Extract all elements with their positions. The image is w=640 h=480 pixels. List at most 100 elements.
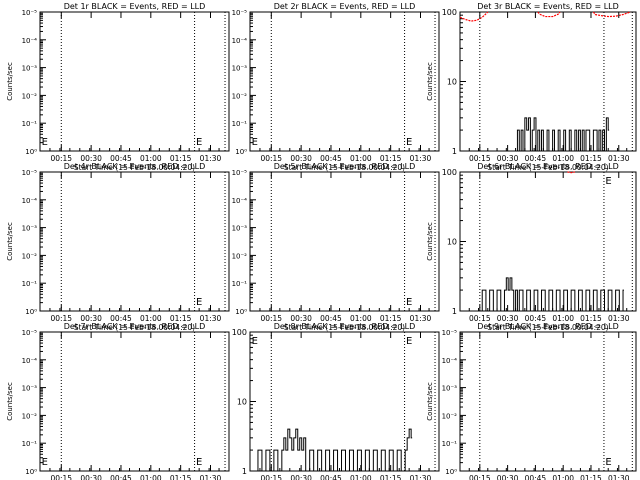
y-tick-label: 10⁻³ — [22, 65, 38, 73]
y-tick-label: 10⁻³ — [232, 65, 248, 73]
x-tick-label: 01:30 — [410, 314, 432, 323]
x-tick-label: 00:15 — [260, 474, 282, 480]
x-tick-label: 00:45 — [320, 314, 342, 323]
y-axis-label: Counts/sec — [6, 222, 14, 261]
x-tick-label: 00:45 — [110, 314, 132, 323]
x-tick-label: 00:30 — [290, 474, 312, 480]
x-tick-label: 01:00 — [140, 314, 162, 323]
panel-2: Det 2r BLACK = Events, RED = LLD 10⁰ 10⁻¹ 1… — [232, 2, 440, 172]
x-tick-label: 00:45 — [320, 154, 342, 163]
x-tick-label: 01:00 — [350, 314, 372, 323]
y-tick-label: 1 — [242, 467, 247, 476]
x-tick-label: 00:30 — [80, 154, 102, 163]
y-tick-label: 10⁻³ — [22, 225, 38, 233]
edge-glyph: E — [42, 457, 48, 468]
y-tick-label: 1 — [452, 147, 457, 156]
x-axis-label: Start Time (15-Feb-18 00:04:20) — [284, 163, 405, 172]
y-tick-label: 10⁻⁴ — [232, 197, 248, 205]
x-tick-label: 01:15 — [580, 314, 602, 323]
y-tick-label: 10⁻¹ — [232, 120, 248, 128]
panel-title: Det 7r BLACK = Events, RED = LLD — [64, 322, 206, 331]
x-tick-label: 01:30 — [608, 154, 630, 163]
events-series-line — [516, 117, 610, 152]
y-tick-label: 10⁻² — [232, 92, 248, 100]
panel-5: Det 5r BLACK = Events, RED = LLD 10⁰ 10⁻¹ 1… — [232, 162, 440, 332]
panel-9: Det 9r BLACK = Events, RED = LLD 10⁰ 10⁻¹ 1… — [426, 322, 637, 480]
x-tick-label: 01:15 — [380, 314, 402, 323]
x-tick-label: 01:30 — [200, 474, 222, 480]
x-tick-label: 01:15 — [380, 474, 402, 480]
x-tick-label: 01:15 — [580, 154, 602, 163]
x-tick-label: 00:30 — [80, 474, 102, 480]
x-tick-label: 00:15 — [260, 154, 282, 163]
x-tick-label: 01:15 — [170, 154, 192, 163]
x-tick-label: 00:30 — [290, 314, 312, 323]
x-tick-label: 00:15 — [50, 314, 72, 323]
x-tick-label: 01:00 — [552, 154, 574, 163]
plot-frame — [459, 331, 637, 472]
x-tick-label: 01:00 — [350, 154, 372, 163]
y-tick-label: 10⁻³ — [442, 385, 458, 393]
y-tick-label: 10⁻⁵ — [22, 169, 38, 177]
x-tick-label: 00:45 — [320, 474, 342, 480]
y-tick-label: 10⁰ — [235, 308, 247, 316]
x-tick-label: 00:45 — [525, 154, 547, 163]
panel-title: Det 4r BLACK = Events, RED = LLD — [64, 162, 206, 171]
y-tick-label: 10⁻⁵ — [232, 169, 248, 177]
y-axis-label: Counts/sec — [426, 222, 434, 261]
panel-title: Det 8r BLACK = Events, RED = LLD — [274, 322, 416, 331]
y-tick-label: 10⁻⁴ — [232, 37, 248, 45]
y-tick-label: 10⁻⁴ — [22, 197, 38, 205]
panel-4: Det 4r BLACK = Events, RED = LLD 10⁰ 10⁻¹ 1… — [6, 162, 230, 332]
x-tick-label: 00:45 — [110, 474, 132, 480]
x-tick-label: 01:00 — [140, 154, 162, 163]
panel-1: Det 1r BLACK = Events, RED = LLD 10⁰ 10⁻¹ 1… — [6, 2, 230, 172]
x-tick-label: 01:15 — [580, 474, 602, 480]
panel-title: Det 5r BLACK = Events, RED = LLD — [274, 162, 416, 171]
x-axis-label: Start Time (15-Feb-18 00:04:20) — [74, 163, 195, 172]
x-tick-label: 01:15 — [380, 154, 402, 163]
lld-series-line — [537, 11, 561, 18]
y-tick-label: 10⁻² — [22, 412, 38, 420]
panel-7: Det 7r BLACK = Events, RED = LLD 10⁰ 10⁻¹ 1… — [6, 322, 230, 480]
edge-glyph: E — [196, 457, 202, 468]
y-tick-label: 10⁻² — [442, 412, 458, 420]
edge-glyph: E — [406, 336, 412, 347]
y-tick-label: 10⁻³ — [232, 225, 248, 233]
plot-frame — [39, 11, 230, 152]
y-tick-label: 10⁻² — [22, 92, 38, 100]
y-axis-label: Counts/sec — [6, 382, 14, 421]
x-tick-label: 01:30 — [608, 314, 630, 323]
y-tick-label: 10⁻¹ — [22, 440, 38, 448]
x-tick-label: 01:30 — [410, 154, 432, 163]
x-tick-label: 01:15 — [170, 474, 192, 480]
events-series-line — [253, 428, 413, 472]
events-series-line — [481, 277, 624, 312]
x-tick-label: 00:45 — [525, 314, 547, 323]
x-tick-label: 01:00 — [552, 474, 574, 480]
panel-title: Det 1r BLACK = Events, RED = LLD — [64, 2, 206, 11]
y-tick-label: 10⁰ — [25, 148, 37, 156]
x-axis-label: Start Time (15-Feb-18 00:04:20) — [74, 323, 195, 332]
x-axis-label: Start Time (15-Feb-18 00:04:20) — [487, 323, 608, 332]
edge-glyph: E — [406, 137, 412, 148]
panel-title: Det 2r BLACK = Events, RED = LLD — [274, 2, 416, 11]
y-tick-label: 1 — [452, 307, 457, 316]
x-tick-label: 00:45 — [110, 154, 132, 163]
y-tick-label: 10⁻² — [232, 252, 248, 260]
x-axis-label: Start Time (15-Feb-18 00:04:20) — [284, 323, 405, 332]
edge-glyph: E — [252, 137, 258, 148]
edge-glyph: E — [42, 137, 48, 148]
y-tick-label: 10 — [447, 238, 457, 247]
y-tick-label: 10⁻⁵ — [22, 9, 38, 17]
panel-6: Det 6r BLACK = Events, RED = LLD 1 10 100 00… — [426, 162, 637, 332]
edge-glyph: E — [252, 336, 258, 347]
x-tick-label: 01:30 — [410, 474, 432, 480]
y-tick-label: 100 — [232, 328, 247, 337]
x-tick-label: 00:30 — [80, 314, 102, 323]
y-tick-label: 10⁻¹ — [442, 440, 458, 448]
x-tick-label: 00:45 — [525, 474, 547, 480]
y-tick-label: 10 — [237, 398, 247, 407]
panel-8: Det 8r BLACK = Events, RED = LLD 1 10 100 00… — [232, 322, 440, 480]
